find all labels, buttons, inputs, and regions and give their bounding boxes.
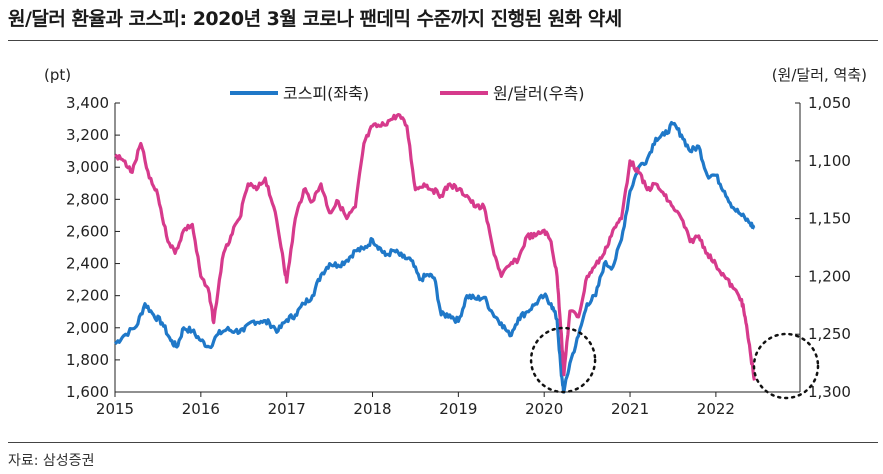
left-tick-label: 2,200 xyxy=(66,287,109,305)
left-tick-label: 3,400 xyxy=(66,94,109,112)
right-tick-label: 1,100 xyxy=(808,152,851,170)
axes: 1,600 1,800 2,000 2,200 2,400 2,600 2,800 3,000… xyxy=(66,94,851,418)
series-line-kospi xyxy=(113,121,756,394)
chart-title: 원/달러 환율과 코스피: 2020년 3월 코로나 팬데믹 수준까지 진행된 … xyxy=(8,8,622,30)
legend-label-krw: 원/달러(우측) xyxy=(493,84,584,103)
series-lines xyxy=(113,113,757,394)
right-tick-label: 1,250 xyxy=(808,325,851,343)
x-tick-label: 2021 xyxy=(611,400,649,418)
left-tick-label: 3,200 xyxy=(66,126,109,144)
right-tick-label: 1,150 xyxy=(808,210,851,228)
annotation-circle-2020 xyxy=(529,326,597,394)
legend-label-kospi: 코스피(좌축) xyxy=(283,84,369,103)
legend: 코스피(좌축) 원/달러(우측) xyxy=(230,84,584,103)
right-tick-label: 1,050 xyxy=(808,94,851,112)
footer-rule xyxy=(8,442,878,443)
left-tick-label: 2,800 xyxy=(66,190,109,208)
title-underline xyxy=(8,40,878,41)
left-tick-label: 2,600 xyxy=(66,222,109,240)
x-tick-label: 2018 xyxy=(353,400,391,418)
x-tick-label: 2020 xyxy=(525,400,563,418)
x-tick-label: 2017 xyxy=(268,400,306,418)
left-tick-label: 1,800 xyxy=(66,351,109,369)
left-axis-unit: (pt) xyxy=(44,66,71,84)
left-tick-label: 2,400 xyxy=(66,255,109,273)
x-tick-label: 2019 xyxy=(439,400,477,418)
left-tick-label: 2,000 xyxy=(66,319,109,337)
right-tick-label: 1,200 xyxy=(808,267,851,285)
right-tick-label: 1,300 xyxy=(808,383,851,401)
annotation-circle-2022 xyxy=(752,332,820,400)
x-tick-label: 2015 xyxy=(96,400,134,418)
annotations xyxy=(529,326,820,400)
right-axis-unit: (원/달러, 역축) xyxy=(772,66,867,84)
x-tick-label: 2022 xyxy=(697,400,735,418)
series-line-krw xyxy=(114,113,757,381)
left-tick-label: 3,000 xyxy=(66,158,109,176)
source-note: 자료: 삼성증권 xyxy=(8,453,95,469)
x-tick-label: 2016 xyxy=(182,400,220,418)
left-tick-label: 1,600 xyxy=(66,383,109,401)
